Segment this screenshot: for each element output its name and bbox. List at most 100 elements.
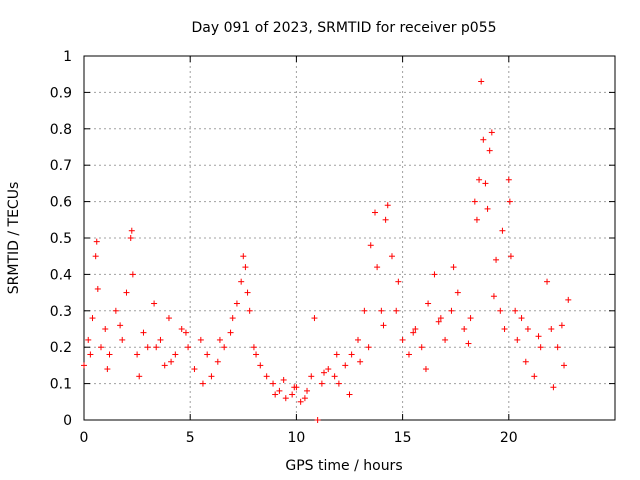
data-point: [280, 376, 287, 383]
data-points: [81, 78, 572, 423]
data-point: [335, 380, 342, 387]
data-point: [448, 307, 455, 314]
data-point: [473, 216, 480, 223]
data-point: [270, 380, 277, 387]
data-point: [144, 344, 151, 351]
data-point: [87, 351, 94, 358]
data-point: [129, 271, 136, 278]
y-tick-label: 0.3: [50, 304, 72, 320]
data-point: [165, 315, 172, 322]
y-tick-label: 0.6: [50, 195, 72, 211]
data-point: [537, 344, 544, 351]
grid: [84, 56, 615, 420]
data-point: [535, 333, 542, 340]
data-point: [119, 336, 126, 343]
data-point: [374, 264, 381, 271]
y-tick-label: 0.7: [50, 158, 72, 174]
data-point: [85, 336, 92, 343]
data-point: [127, 235, 134, 241]
data-point: [558, 322, 565, 329]
data-point: [348, 351, 355, 358]
data-point: [199, 380, 206, 387]
data-point: [151, 300, 158, 307]
data-point: [486, 147, 493, 154]
data-point: [418, 344, 425, 351]
data-point: [282, 395, 289, 402]
data-point: [561, 362, 568, 369]
y-axis-label: SRMTID / TECUs: [6, 182, 22, 295]
data-point: [172, 351, 179, 358]
data-point: [297, 398, 304, 405]
data-point: [450, 264, 457, 271]
data-point: [365, 344, 372, 351]
data-point: [501, 326, 508, 332]
data-point: [161, 362, 168, 369]
data-point: [357, 358, 364, 365]
data-point: [185, 344, 192, 351]
y-tick-label: 0.5: [50, 231, 72, 247]
data-point: [178, 326, 185, 332]
data-point: [229, 315, 236, 322]
x-tick-label: 15: [394, 430, 412, 446]
x-tick-labels: 0 5 10 15 20: [80, 430, 518, 446]
data-point: [250, 344, 257, 351]
data-point: [157, 336, 164, 343]
x-tick-label: 10: [287, 430, 305, 446]
data-point: [548, 326, 555, 332]
data-point: [506, 198, 513, 205]
data-point: [208, 373, 215, 380]
y-tick-label: 1: [63, 49, 72, 65]
data-point: [395, 278, 402, 285]
data-point: [431, 271, 438, 278]
data-point: [308, 373, 315, 380]
data-point: [233, 300, 240, 307]
data-point: [361, 307, 368, 314]
data-point: [168, 358, 175, 365]
data-point: [346, 391, 353, 398]
data-point: [246, 307, 253, 314]
data-point: [378, 307, 385, 314]
data-point: [518, 315, 525, 322]
data-point: [499, 227, 506, 234]
data-point: [380, 322, 387, 329]
data-point: [318, 380, 325, 387]
data-point: [97, 344, 104, 351]
data-point: [422, 366, 429, 373]
data-point: [204, 351, 211, 358]
data-point: [301, 395, 308, 402]
data-point: [493, 256, 500, 263]
data-point: [425, 300, 432, 307]
data-point: [197, 336, 204, 343]
data-point: [522, 358, 529, 365]
data-point: [331, 373, 338, 380]
data-point: [325, 366, 332, 373]
data-point: [512, 307, 519, 314]
data-point: [478, 78, 485, 85]
data-point: [461, 326, 468, 332]
data-point: [442, 336, 449, 343]
data-point: [482, 180, 489, 187]
data-point: [240, 253, 247, 260]
data-point: [289, 391, 296, 398]
y-tick-label: 0.8: [50, 122, 72, 138]
data-point: [382, 216, 389, 223]
data-point: [112, 307, 119, 314]
data-point: [238, 278, 245, 285]
data-point: [242, 264, 249, 271]
y-tick-label: 0: [63, 413, 72, 429]
data-point: [257, 362, 264, 369]
data-point: [342, 362, 349, 369]
data-point: [467, 315, 474, 322]
data-point: [484, 205, 491, 212]
x-axis-label: GPS time / hours: [285, 458, 402, 474]
data-point: [435, 318, 442, 325]
data-point: [410, 329, 417, 336]
data-point: [153, 344, 160, 351]
data-point: [221, 344, 228, 351]
data-point: [321, 369, 328, 376]
data-point: [505, 176, 512, 183]
data-point: [304, 387, 311, 394]
data-point: [276, 387, 283, 394]
x-tick-label: 20: [500, 430, 518, 446]
